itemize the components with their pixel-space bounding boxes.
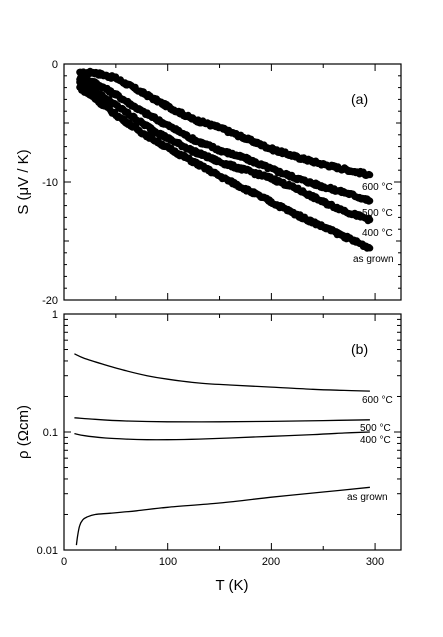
a-series-400 (76, 78, 374, 225)
xtick-label-0: 0 (61, 556, 67, 568)
b-series-line-400 (74, 431, 370, 441)
x-axis-title: T (K) (215, 577, 248, 594)
panel-b-y-axis-title: ρ (Ωcm) (15, 405, 32, 459)
panel-b-series (74, 353, 370, 546)
a-data-point (366, 244, 374, 252)
a-series-as-grown (76, 83, 374, 252)
b-ytick-label-1: 0.1 (43, 427, 58, 439)
panel-a-label: (a) (351, 91, 368, 107)
xtick-label-300: 300 (366, 556, 384, 568)
a-series-500 (76, 73, 374, 205)
b-series-line-500 (74, 417, 370, 423)
a-ytick-label-2: -20 (42, 295, 58, 307)
panel-a-y-axis-title: S (μV / K) (15, 149, 32, 214)
b-ytick-label-2: 0.01 (37, 545, 58, 557)
a-ytick-label-0: 0 (52, 59, 58, 71)
a-ytick-label-1: -10 (42, 177, 58, 189)
panel-a: (a) S (μV / K) 0 -10 -20 600 °C 500 °C 4… (15, 59, 402, 307)
a-data-point (366, 216, 374, 224)
a-series-label-as-grown: as grown (353, 254, 394, 265)
xtick-label-100: 100 (159, 556, 177, 568)
panel-a-series (76, 67, 374, 252)
b-series-line-600 (74, 353, 370, 392)
b-series-line-as-grown (75, 486, 370, 546)
panel-b-label: (b) (351, 341, 368, 357)
panel-b: (b) ρ (Ωcm) T (K) 1 0.1 0.01 0 100 200 3… (15, 309, 402, 594)
panel-b-ticks (63, 313, 401, 551)
b-series-label-600: 600 °C (362, 395, 393, 406)
b-ytick-label-0: 1 (52, 309, 58, 321)
panel-a-ticks (63, 63, 401, 301)
xtick-label-200: 200 (262, 556, 280, 568)
a-data-point (366, 171, 374, 179)
b-series-label-as-grown: as grown (347, 492, 388, 503)
a-series-label-600: 600 °C (362, 182, 393, 193)
b-series-label-500: 500 °C (360, 423, 391, 434)
a-series-label-400: 400 °C (362, 228, 393, 239)
a-data-point (366, 197, 374, 205)
b-series-label-400: 400 °C (360, 435, 391, 446)
a-series-label-500: 500 °C (362, 208, 393, 219)
a-series-600 (76, 67, 374, 180)
